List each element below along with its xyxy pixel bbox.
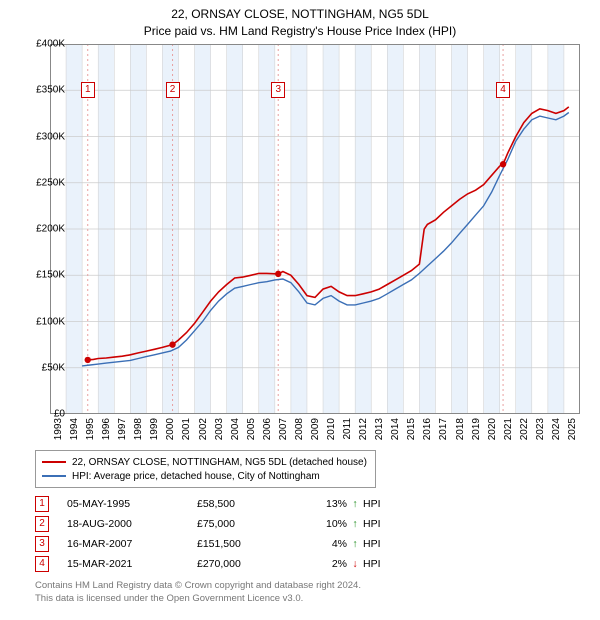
legend-item: HPI: Average price, detached house, City… — [42, 469, 367, 483]
event-row-badge: 4 — [35, 556, 49, 572]
x-tick-label: 2011 — [342, 418, 353, 440]
footer: Contains HM Land Registry data © Crown c… — [35, 580, 361, 606]
event-arrow-icon: ↑ — [347, 498, 363, 510]
footer-line2: This data is licensed under the Open Gov… — [35, 593, 361, 606]
title-line1: 22, ORNSAY CLOSE, NOTTINGHAM, NG5 5DL — [0, 6, 600, 23]
x-tick-label: 2003 — [214, 418, 225, 440]
chart-svg — [50, 44, 580, 414]
x-tick-label: 2018 — [455, 418, 466, 440]
x-tick-label: 1998 — [133, 418, 144, 440]
x-tick-label: 2007 — [278, 418, 289, 440]
event-marker-badge: 4 — [496, 82, 510, 98]
event-row: 1 05-MAY-1995£58,50013%↑HPI — [35, 494, 403, 514]
x-tick-label: 2006 — [262, 418, 273, 440]
event-arrow-icon: ↑ — [347, 538, 363, 550]
event-date: 16-MAR-2007 — [67, 538, 197, 550]
x-tick-label: 2002 — [198, 418, 209, 440]
x-tick-label: 2010 — [326, 418, 337, 440]
x-tick-label: 1996 — [101, 418, 112, 440]
x-tick-label: 2021 — [503, 418, 514, 440]
legend-label: 22, ORNSAY CLOSE, NOTTINGHAM, NG5 5DL (d… — [72, 457, 367, 468]
y-tick-label: £350K — [36, 85, 65, 96]
legend: 22, ORNSAY CLOSE, NOTTINGHAM, NG5 5DL (d… — [35, 450, 376, 488]
y-tick-label: £300K — [36, 131, 65, 142]
x-tick-label: 1995 — [85, 418, 96, 440]
event-arrow-icon: ↑ — [347, 518, 363, 530]
x-tick-label: 2001 — [181, 418, 192, 440]
x-tick-label: 2000 — [165, 418, 176, 440]
event-hpi-label: HPI — [363, 498, 403, 510]
x-tick-label: 2020 — [487, 418, 498, 440]
x-tick-label: 2025 — [567, 418, 578, 440]
x-tick-label: 2009 — [310, 418, 321, 440]
event-pct: 13% — [297, 498, 347, 510]
event-pct: 2% — [297, 558, 347, 570]
event-row: 3 16-MAR-2007£151,5004%↑HPI — [35, 534, 403, 554]
x-tick-label: 2019 — [471, 418, 482, 440]
x-tick-label: 2005 — [246, 418, 257, 440]
event-hpi-label: HPI — [363, 558, 403, 570]
event-date: 05-MAY-1995 — [67, 498, 197, 510]
y-tick-label: £200K — [36, 224, 65, 235]
footer-line1: Contains HM Land Registry data © Crown c… — [35, 580, 361, 593]
legend-swatch — [42, 461, 66, 463]
x-tick-label: 1999 — [149, 418, 160, 440]
event-hpi-label: HPI — [363, 518, 403, 530]
event-marker-badge: 2 — [166, 82, 180, 98]
events-table: 105-MAY-1995£58,50013%↑HPI218-AUG-2000£7… — [35, 494, 403, 574]
x-tick-label: 2023 — [535, 418, 546, 440]
event-price: £270,000 — [197, 558, 297, 570]
x-tick-label: 2013 — [374, 418, 385, 440]
event-row: 4 15-MAR-2021£270,0002%↓HPI — [35, 554, 403, 574]
x-tick-label: 2008 — [294, 418, 305, 440]
event-price: £58,500 — [197, 498, 297, 510]
y-tick-label: £400K — [36, 39, 65, 50]
event-row-badge: 3 — [35, 536, 49, 552]
y-tick-label: £250K — [36, 177, 65, 188]
y-tick-label: £150K — [36, 270, 65, 281]
x-tick-label: 1994 — [69, 418, 80, 440]
event-row-badge: 1 — [35, 496, 49, 512]
event-pct: 4% — [297, 538, 347, 550]
title-block: 22, ORNSAY CLOSE, NOTTINGHAM, NG5 5DL Pr… — [0, 0, 600, 40]
legend-swatch — [42, 475, 66, 477]
event-row-badge: 2 — [35, 516, 49, 532]
x-tick-label: 2012 — [358, 418, 369, 440]
legend-label: HPI: Average price, detached house, City… — [72, 471, 320, 482]
event-pct: 10% — [297, 518, 347, 530]
x-tick-label: 2017 — [438, 418, 449, 440]
event-row: 2 18-AUG-2000£75,00010%↑HPI — [35, 514, 403, 534]
title-line2: Price paid vs. HM Land Registry's House … — [0, 23, 600, 40]
legend-item: 22, ORNSAY CLOSE, NOTTINGHAM, NG5 5DL (d… — [42, 455, 367, 469]
x-tick-label: 1997 — [117, 418, 128, 440]
event-marker-badge: 3 — [271, 82, 285, 98]
event-price: £151,500 — [197, 538, 297, 550]
x-tick-label: 2004 — [230, 418, 241, 440]
x-tick-label: 2014 — [390, 418, 401, 440]
x-tick-label: 1993 — [53, 418, 64, 440]
event-marker-badge: 1 — [81, 82, 95, 98]
x-tick-label: 2024 — [551, 418, 562, 440]
event-date: 18-AUG-2000 — [67, 518, 197, 530]
x-tick-label: 2022 — [519, 418, 530, 440]
event-hpi-label: HPI — [363, 538, 403, 550]
event-date: 15-MAR-2021 — [67, 558, 197, 570]
event-price: £75,000 — [197, 518, 297, 530]
y-tick-label: £50K — [42, 362, 65, 373]
chart-plot-area — [50, 44, 580, 414]
chart-container: 22, ORNSAY CLOSE, NOTTINGHAM, NG5 5DL Pr… — [0, 0, 600, 620]
y-tick-label: £100K — [36, 316, 65, 327]
event-arrow-icon: ↓ — [347, 558, 363, 570]
x-tick-label: 2016 — [422, 418, 433, 440]
x-tick-label: 2015 — [406, 418, 417, 440]
